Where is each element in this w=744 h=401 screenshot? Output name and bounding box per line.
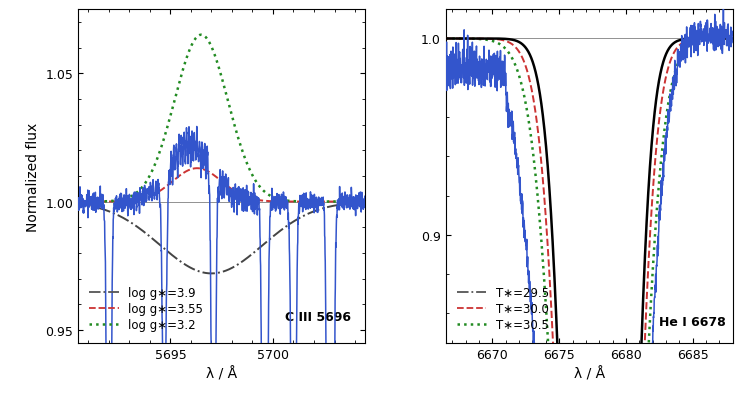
X-axis label: λ / Å: λ / Å: [206, 366, 237, 381]
Text: C III 5696: C III 5696: [285, 310, 351, 323]
Legend: T∗=29.5, T∗=30.0, T∗=30.5: T∗=29.5, T∗=30.0, T∗=30.5: [455, 284, 551, 334]
X-axis label: λ / Å: λ / Å: [574, 366, 605, 381]
Text: He I 6678: He I 6678: [659, 315, 726, 328]
Y-axis label: Normalized flux: Normalized flux: [26, 122, 40, 231]
Legend: log g∗=3.9, log g∗=3.55, log g∗=3.2: log g∗=3.9, log g∗=3.55, log g∗=3.2: [87, 284, 205, 334]
